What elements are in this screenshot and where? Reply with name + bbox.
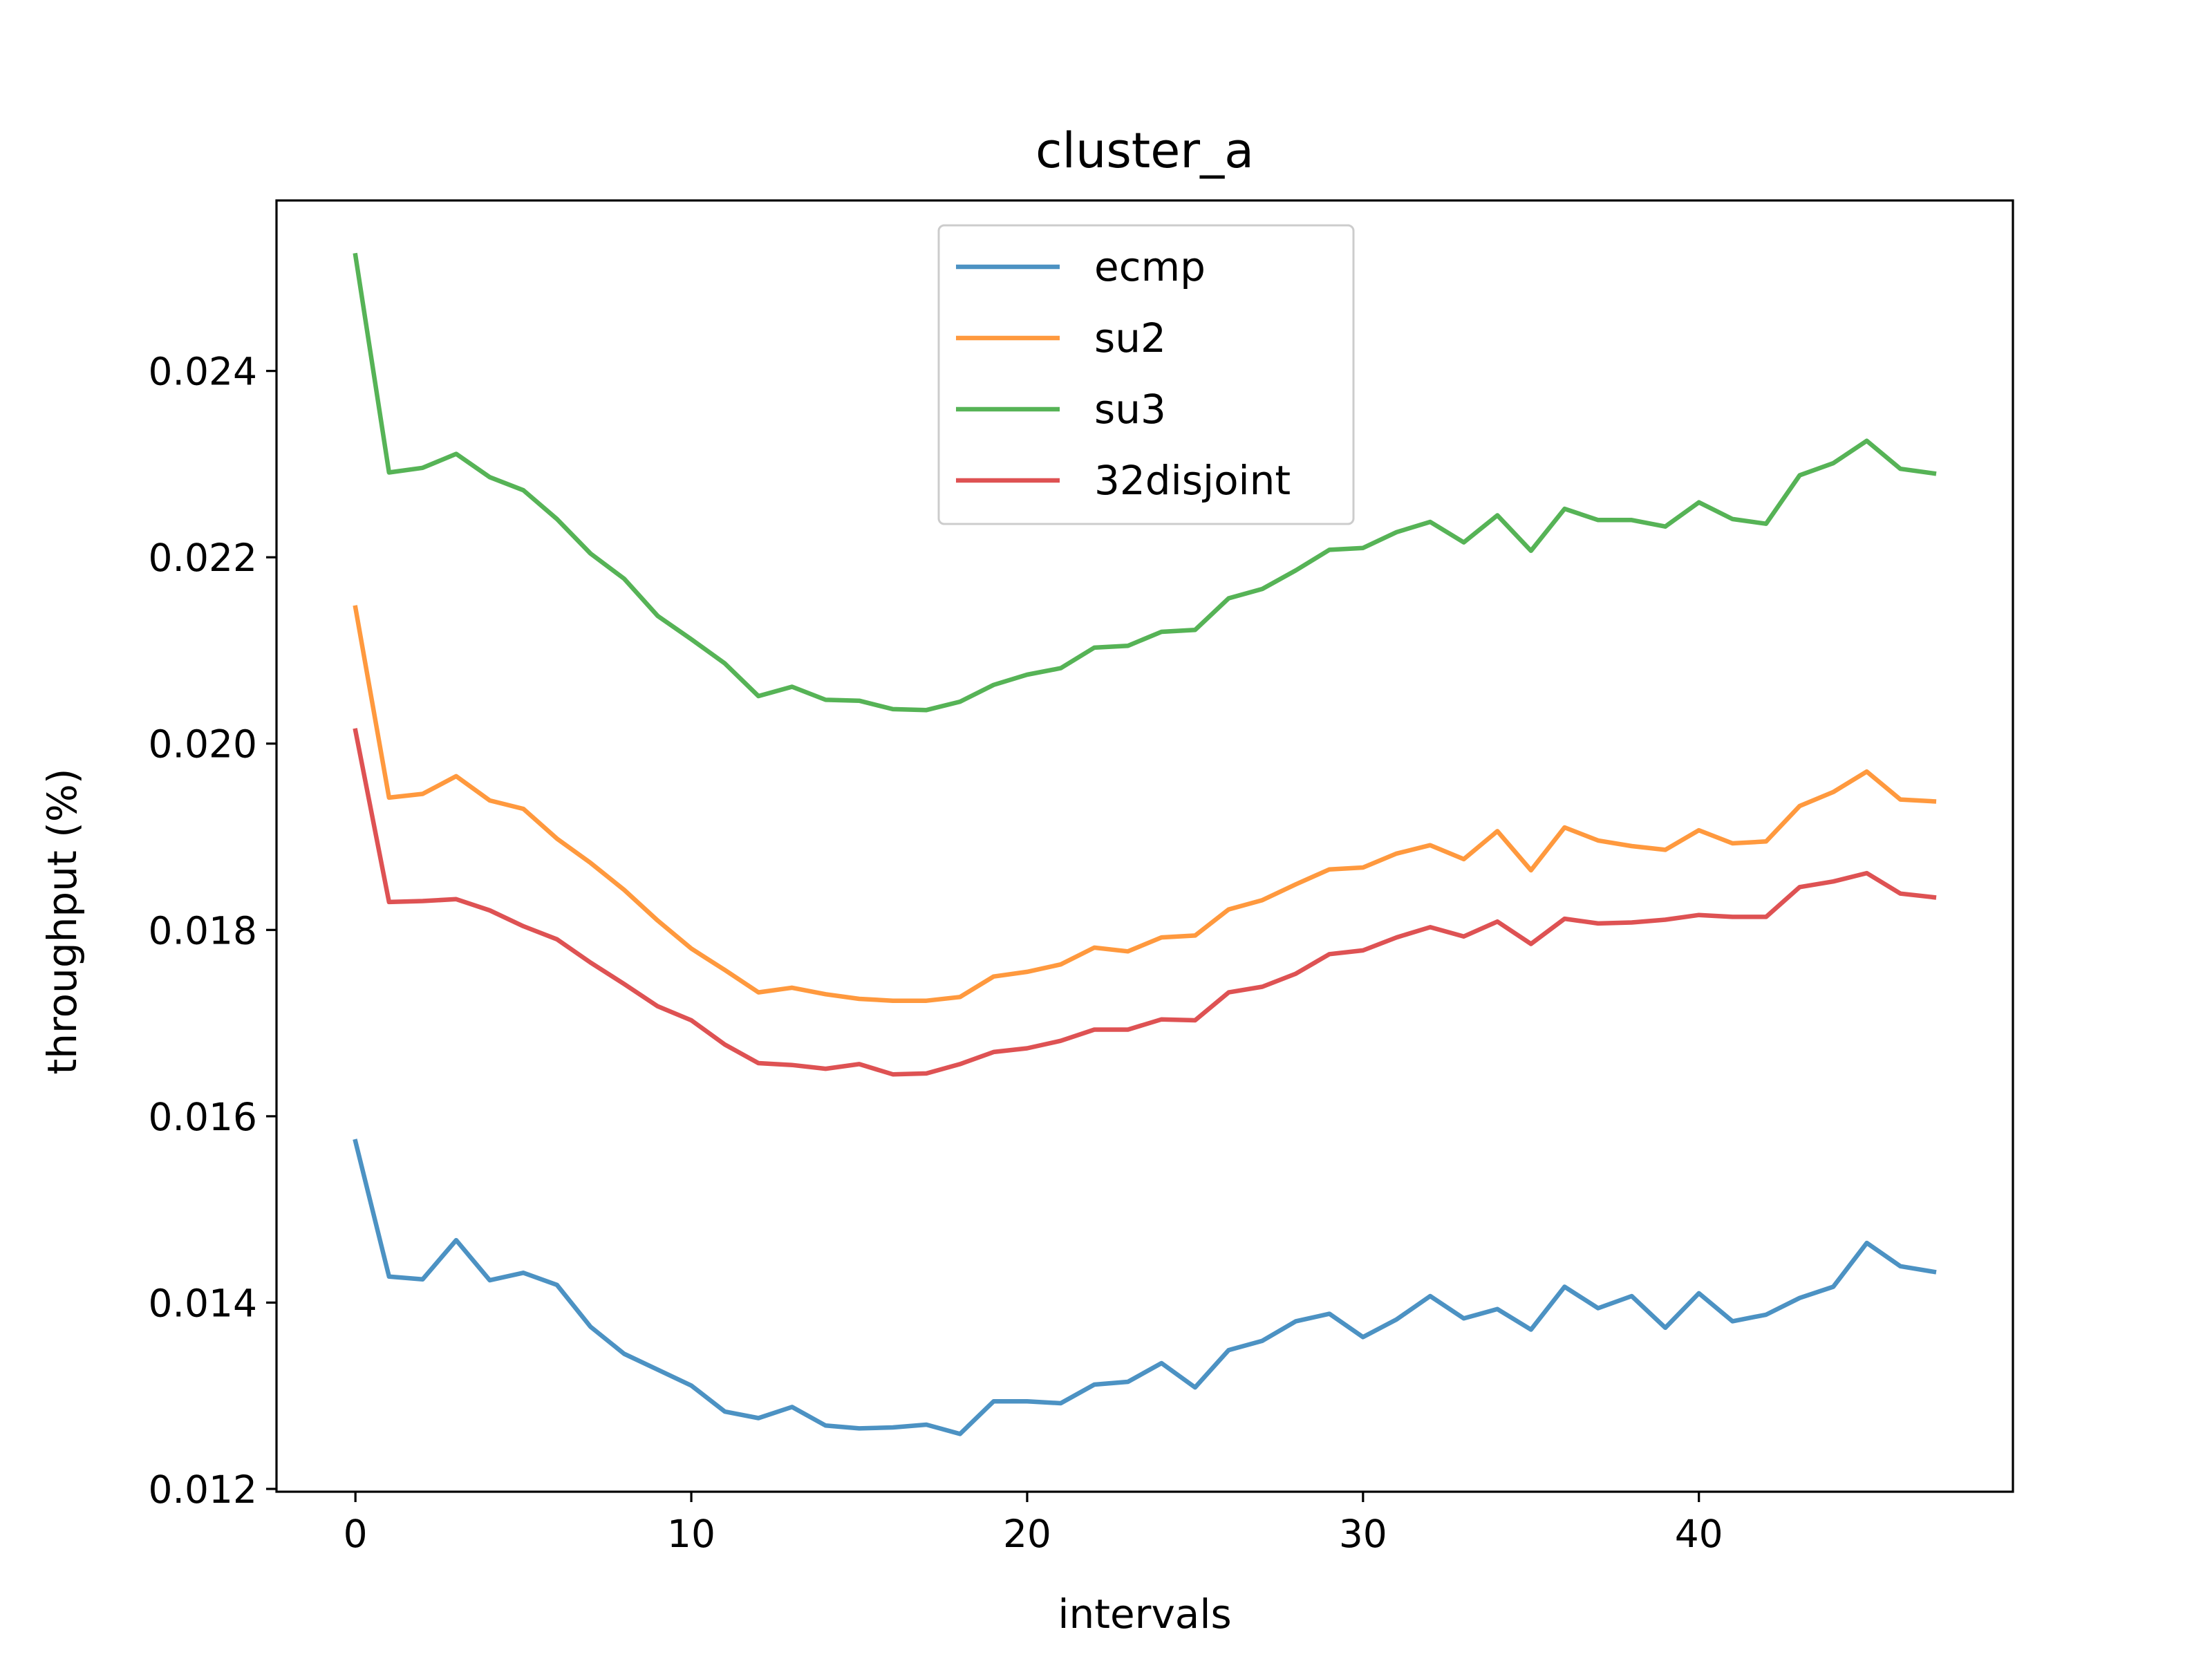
y-tick-label-2: 0.016 <box>149 1095 257 1139</box>
series-line-su2 <box>353 605 1937 1003</box>
y-tick-label-5: 0.022 <box>149 536 257 580</box>
x-tick-label-0: 0 <box>344 1512 368 1556</box>
chart-title: cluster_a <box>1035 122 1254 179</box>
x-tick-label-10: 10 <box>667 1512 715 1556</box>
x-tick-label-40: 40 <box>1675 1512 1723 1556</box>
x-tick-label-30: 30 <box>1339 1512 1387 1556</box>
series-line-32disjoint <box>353 728 1937 1077</box>
legend-label-su3: su3 <box>1094 386 1166 433</box>
y-tick-label-3: 0.018 <box>149 908 257 953</box>
plot-frame <box>275 199 2014 1493</box>
y-tick-label-4: 0.020 <box>149 722 257 767</box>
y-tick-label-6: 0.024 <box>149 350 257 394</box>
series-line-ecmp <box>353 1138 1937 1436</box>
legend-label-su2: su2 <box>1094 315 1166 362</box>
y-tick-label-0: 0.012 <box>149 1468 257 1512</box>
plot-area: 0 10 20 30 40 0.012 0.014 0.016 0.018 0.020 0.022 0… <box>149 199 2014 1556</box>
legend-label-ecmp: ecmp <box>1094 243 1206 290</box>
x-tick-label-20: 20 <box>1003 1512 1051 1556</box>
legend-label-32disjoint: 32disjoint <box>1094 457 1291 504</box>
series-line-su3 <box>353 252 1937 713</box>
y-tick-label-1: 0.014 <box>149 1281 257 1325</box>
legend-box <box>937 224 1355 525</box>
y-axis-label: throughput (%) <box>39 768 86 1074</box>
x-axis-label: intervals <box>1058 1591 1231 1638</box>
